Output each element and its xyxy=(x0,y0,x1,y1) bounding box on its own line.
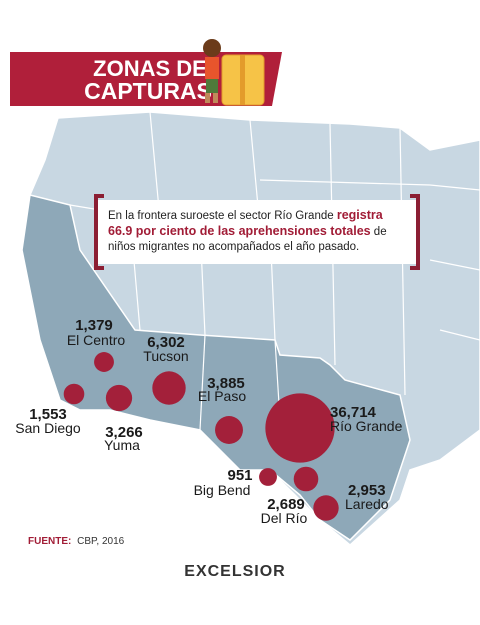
source-text: CBP, 2016 xyxy=(77,536,125,547)
sector-value-label: 2,953 xyxy=(348,482,386,499)
child-illustration xyxy=(203,39,265,106)
callout-before: En la frontera suroeste el sector Río Gr… xyxy=(108,210,334,222)
sector-name: Tucson xyxy=(143,348,188,364)
bracket-left xyxy=(94,194,104,270)
brand: EXCELSIOR xyxy=(184,563,285,580)
sector-value-label: 1,379 xyxy=(75,317,113,334)
sector-name: Del Río xyxy=(261,510,308,526)
sector-value-label: 36,714 xyxy=(330,404,377,421)
sector-bubble xyxy=(152,371,186,405)
sector-bubble xyxy=(313,495,339,521)
sector-value-label: 3,885 xyxy=(207,375,245,392)
title-line-1: ZONAS DE xyxy=(93,56,207,81)
sector-bubble xyxy=(215,416,243,444)
sector-value-label: 3,266 xyxy=(105,424,143,441)
sector-name: Laredo xyxy=(345,496,389,512)
sector-bubble xyxy=(105,384,133,412)
sector-name: Río Grande xyxy=(330,418,403,434)
sector-bubble xyxy=(293,466,319,492)
sector-name: San Diego xyxy=(15,420,81,436)
sector-name: Yuma xyxy=(104,437,140,453)
callout-text: En la frontera suroeste el sector Río Gr… xyxy=(108,208,408,255)
sector-bubble xyxy=(265,393,335,463)
sector-value-label: 2,689 xyxy=(267,496,305,513)
sector-value-label: 951 xyxy=(227,467,252,484)
sector-bubble xyxy=(94,352,114,372)
callout-highlight: registra 66.9 por ciento de las aprehens… xyxy=(108,208,383,238)
callout-box xyxy=(98,200,418,264)
source-label: FUENTE: xyxy=(28,536,71,547)
bracket-right xyxy=(410,194,420,270)
sector-bubble xyxy=(259,468,277,486)
sector-name: El Centro xyxy=(67,332,126,348)
sector-value-label: 6,302 xyxy=(147,334,185,351)
sector-value-label: 1,553 xyxy=(29,406,67,423)
sector-bubble xyxy=(63,383,85,405)
callout-after: de niños migrantes no acompañados el año… xyxy=(108,226,387,253)
sector-name: Big Bend xyxy=(194,482,251,498)
title-line-2: CAPTURAS xyxy=(84,78,212,104)
source: FUENTE: CBP, 2016 xyxy=(28,536,125,547)
sector-name: El Paso xyxy=(198,388,246,404)
